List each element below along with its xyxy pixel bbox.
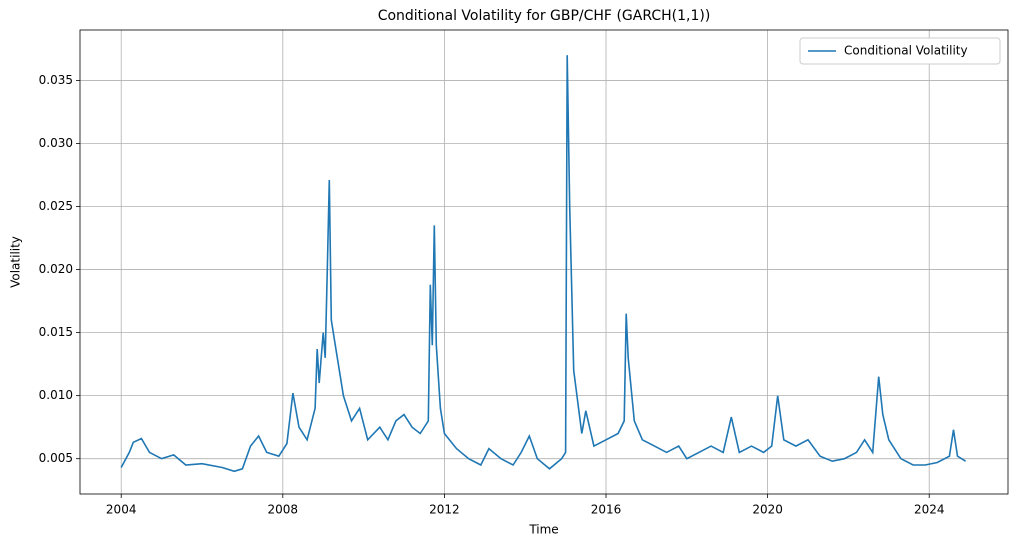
x-tick-label: 2020 (752, 503, 783, 517)
y-tick-label: 0.005 (39, 451, 73, 465)
y-tick-label: 0.025 (39, 199, 73, 213)
x-tick-label: 2016 (591, 503, 622, 517)
legend-box (799, 37, 1001, 65)
chart-title: Conditional Volatility for GBP/CHF (GARC… (378, 8, 711, 24)
line-series (120, 55, 967, 473)
plot-frame (79, 29, 1009, 495)
x-tick-label: 2004 (106, 503, 137, 517)
x-tick-label: 2008 (268, 503, 299, 517)
y-tick-label: 0.015 (39, 325, 73, 339)
x-tick-label: 2024 (914, 503, 945, 517)
x-axis-label: Time (528, 523, 558, 537)
y-tick-label: 0.030 (39, 136, 73, 150)
y-tick-label: 0.020 (39, 262, 73, 276)
y-tick-label: 0.010 (39, 388, 73, 402)
y-axis-label: Volatility (9, 236, 23, 288)
x-tick-label: 2012 (429, 503, 460, 517)
y-tick-label: 0.035 (39, 73, 73, 87)
legend-label: Conditional Volatility (844, 44, 968, 58)
